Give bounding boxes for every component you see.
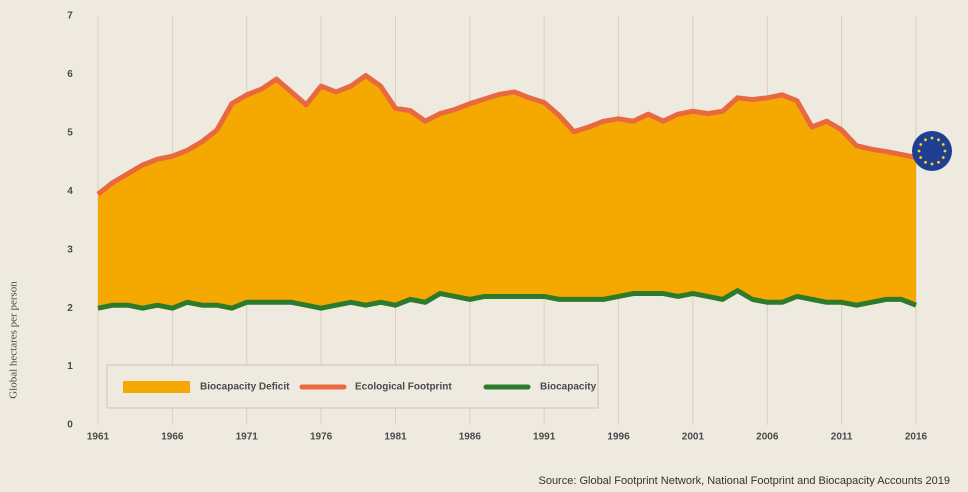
x-tick-label: 1961 (87, 432, 110, 443)
x-tick-label: 1976 (310, 432, 333, 443)
y-tick-label: 0 (67, 420, 73, 431)
flag-star (937, 138, 940, 142)
y-tick-label: 4 (67, 186, 73, 197)
eu-flag (912, 131, 952, 171)
x-tick-label: 1996 (607, 432, 630, 443)
flag-star (917, 149, 921, 153)
legend-label: Biocapacity Deficit (200, 382, 290, 393)
deficit-area (98, 75, 916, 309)
legend-label: Biocapacity (540, 382, 597, 393)
x-tick-label: 1966 (161, 432, 184, 443)
flag-star (930, 136, 934, 140)
y-tick-label: 5 (67, 127, 73, 138)
x-tick-label: 1971 (236, 432, 259, 443)
flag-star (941, 156, 945, 159)
x-tick-label: 2001 (682, 432, 705, 443)
x-tick-label: 2016 (905, 432, 928, 443)
flag-star (930, 162, 934, 166)
flag-star (941, 143, 945, 146)
y-tick-label: 1 (67, 361, 73, 372)
y-axis-label: Global hectares per person (8, 281, 20, 399)
y-tick-label: 2 (67, 303, 73, 314)
flag-circle (912, 131, 952, 171)
series-line (96, 73, 917, 197)
series-line (97, 288, 917, 311)
legend-label: Ecological Footprint (355, 382, 452, 393)
y-tick-label: 3 (67, 244, 73, 255)
source: Source: Global Footprint Network, Nation… (538, 475, 950, 487)
x-tick-label: 1991 (533, 432, 556, 443)
x-tick-label: 1986 (459, 432, 482, 443)
flag-star (919, 156, 923, 159)
flag-star (919, 143, 923, 146)
x-tick-label: 2011 (831, 432, 853, 443)
y-tick-label: 7 (67, 11, 73, 22)
y-tick-label: 6 (67, 69, 73, 80)
flag-star (943, 149, 947, 153)
x-tick-label: 2006 (756, 432, 779, 443)
flag-star (924, 138, 927, 142)
flag-star (937, 160, 940, 164)
legend-swatch (123, 381, 190, 393)
x-tick-label: 1981 (384, 432, 407, 443)
flag-star (924, 160, 927, 164)
